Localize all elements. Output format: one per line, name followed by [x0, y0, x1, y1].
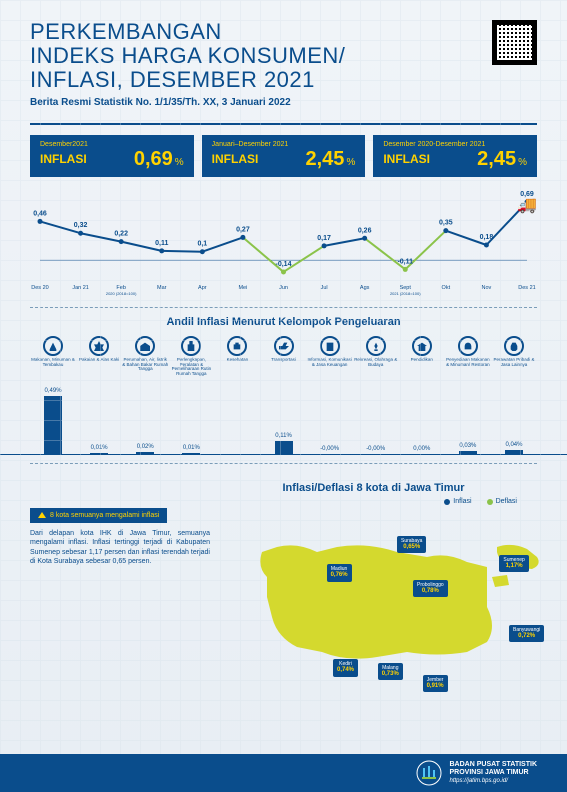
city-pin-jember: Jember0,91%	[423, 675, 448, 692]
box-period: Desember 2020-Desember 2021	[383, 141, 527, 148]
subtitle: Berita Resmi Statistik No. 1/1/35/Th. XX…	[30, 97, 537, 108]
svg-text:Des 20: Des 20	[31, 285, 48, 291]
box-label: INFLASI	[383, 152, 430, 166]
title-line3: INFLASI, DESEMBER 2021	[30, 67, 315, 92]
legend-deflasi: Deflasi	[487, 498, 517, 505]
city-pin-sumenep: Sumenep1,17%	[499, 555, 528, 572]
jatim-shape	[260, 545, 538, 659]
svg-text:Mar: Mar	[157, 285, 167, 291]
svg-text:Nov: Nov	[482, 285, 492, 291]
footer: BADAN PUSAT STATISTIK PROVINSI JAWA TIMU…	[0, 754, 567, 792]
line-chart-container: 0,46 0,32 0,22 0,11 0,1 0,27 -0,14 0,17 0,26 -0,1…	[30, 187, 537, 297]
pin-label: Banyuwangi0,72%	[509, 625, 544, 642]
city-pin-probolinggo: Probolinggo0,78%	[413, 580, 448, 597]
summary-box-2: Desember 2020-Desember 2021 INFLASI 2,45…	[373, 135, 537, 177]
box-label: INFLASI	[40, 152, 87, 166]
svg-text:0,18: 0,18	[480, 234, 494, 241]
svg-text:-0,11: -0,11	[397, 258, 413, 265]
svg-text:0,46: 0,46	[33, 210, 47, 217]
svg-text:Jun: Jun	[279, 285, 288, 291]
svg-text:2020 (2018=100): 2020 (2018=100)	[106, 291, 137, 296]
pin-label: Kediri0,74%	[333, 659, 358, 676]
box-label: INFLASI	[212, 152, 259, 166]
info-text: 8 kota semuanya mengalami inflasi	[50, 512, 159, 519]
pin-label: Jember0,91%	[423, 675, 448, 692]
pin-label: Madiun0,76%	[327, 564, 352, 581]
legend-inflasi: Inflasi	[444, 498, 471, 505]
box-value: 0,69	[134, 148, 173, 170]
svg-text:Mei: Mei	[238, 285, 247, 291]
svg-text:-0,14: -0,14	[276, 261, 292, 268]
map-title: Inflasi/Deflasi 8 kota di Jawa Timur	[210, 482, 537, 494]
pin-label: Sumenep1,17%	[499, 555, 528, 572]
map-section: Inflasi/Deflasi 8 kota di Jawa Timur Inf…	[0, 472, 567, 575]
city-pin-malang: Malang0,73%	[378, 663, 403, 680]
svg-text:0,1: 0,1	[197, 240, 207, 247]
svg-text:Jul: Jul	[321, 285, 328, 291]
summary-boxes: Desember2021 INFLASI 0,69%Januari–Desemb…	[0, 135, 567, 177]
svg-text:Okt: Okt	[442, 285, 451, 291]
bps-logo	[416, 760, 442, 786]
map-area: Madiun0,76% Surabaya0,65% Probolinggo0,78%…	[237, 507, 557, 697]
title-line2: INDEKS HARGA KONSUMEN/	[30, 43, 345, 68]
svg-text:0,26: 0,26	[358, 227, 372, 234]
city-pin-madiun: Madiun0,76%	[327, 564, 352, 581]
city-pin-surabaya: Surabaya0,65%	[397, 536, 426, 553]
svg-text:0,32: 0,32	[74, 222, 88, 229]
pin-label: Surabaya0,65%	[397, 536, 426, 553]
svg-text:0,35: 0,35	[439, 219, 453, 226]
city-pin-banyuwangi: Banyuwangi0,72%	[509, 625, 544, 642]
line-chart: 0,46 0,32 0,22 0,11 0,1 0,27 -0,14 0,17 0,26 -0,1…	[30, 187, 537, 297]
svg-text:Des 21: Des 21	[518, 285, 535, 291]
svg-text:Ags: Ags	[360, 285, 370, 291]
pin-label: Malang0,73%	[378, 663, 403, 680]
page-title: PERKEMBANGAN INDEKS HARGA KONSUMEN/ INFL…	[30, 20, 537, 93]
svg-text:0,11: 0,11	[155, 239, 168, 246]
page: PERKEMBANGAN INDEKS HARGA KONSUMEN/ INFL…	[0, 0, 567, 792]
pin-label: Probolinggo0,78%	[413, 580, 448, 597]
description-text: Dari delapan kota IHK di Jawa Timur, sem…	[30, 529, 210, 565]
svg-text:0,22: 0,22	[114, 230, 128, 237]
title-line1: PERKEMBANGAN	[30, 19, 222, 44]
truck-icon: 🚚	[517, 195, 537, 215]
svg-text:Jan 21: Jan 21	[72, 285, 89, 291]
svg-text:0,27: 0,27	[236, 226, 250, 233]
up-triangle-icon	[38, 512, 46, 518]
svg-text:2021 (2018=100): 2021 (2018=100)	[390, 291, 421, 296]
svg-text:0,17: 0,17	[317, 234, 331, 241]
box-period: Januari–Desember 2021	[212, 141, 356, 148]
info-box: 8 kota semuanya mengalami inflasi	[30, 508, 167, 523]
header: PERKEMBANGAN INDEKS HARGA KONSUMEN/ INFL…	[0, 0, 567, 118]
box-value: 2,45	[306, 148, 345, 170]
svg-text:Apr: Apr	[198, 285, 207, 291]
box-value: 2,45	[477, 148, 516, 170]
summary-box-0: Desember2021 INFLASI 0,69%	[30, 135, 194, 177]
qr-code	[492, 20, 537, 65]
summary-box-1: Januari–Desember 2021 INFLASI 2,45%	[202, 135, 366, 177]
footer-text: BADAN PUSAT STATISTIK PROVINSI JAWA TIMU…	[450, 761, 538, 785]
city-pin-kediri: Kediri0,74%	[333, 659, 358, 676]
box-period: Desember2021	[40, 141, 184, 148]
map-legend: Inflasi Deflasi	[30, 498, 517, 505]
